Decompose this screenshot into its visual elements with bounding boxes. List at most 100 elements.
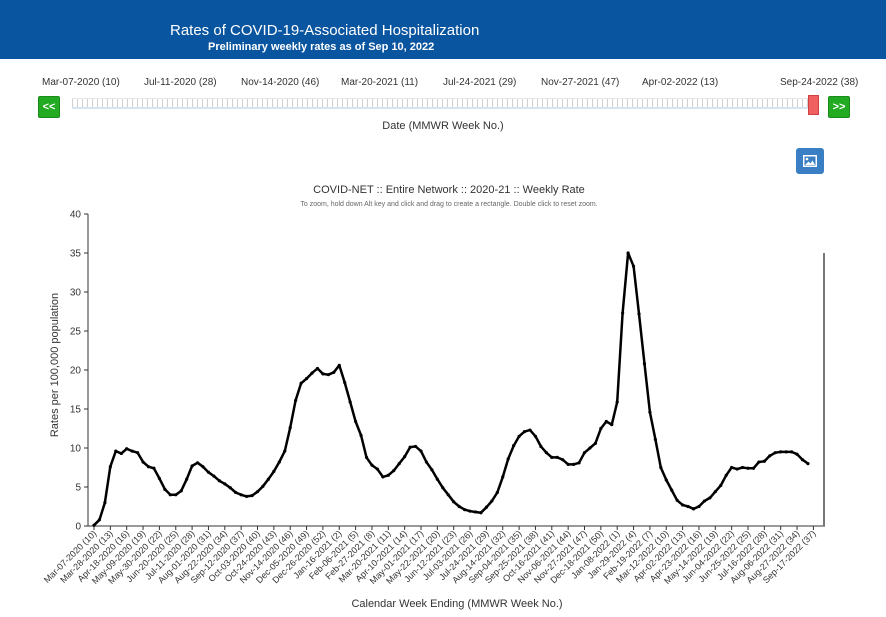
data-point[interactable] [533, 434, 538, 438]
data-point[interactable] [621, 311, 625, 315]
data-point[interactable] [195, 461, 200, 465]
data-point[interactable] [522, 430, 527, 434]
data-point[interactable] [800, 458, 805, 462]
data-point[interactable] [599, 426, 603, 431]
data-point[interactable] [114, 449, 118, 453]
slider-handle[interactable] [808, 95, 819, 115]
data-point[interactable] [604, 419, 608, 424]
data-point[interactable] [561, 458, 565, 462]
data-point[interactable] [724, 473, 728, 477]
data-point[interactable] [637, 312, 641, 316]
download-image-button[interactable] [796, 148, 824, 174]
data-point[interactable] [435, 477, 439, 481]
data-point[interactable] [332, 370, 336, 374]
data-point[interactable] [681, 503, 685, 507]
data-point[interactable] [790, 450, 794, 454]
data-point[interactable] [653, 437, 657, 442]
data-point[interactable] [708, 496, 712, 500]
data-point[interactable] [310, 371, 314, 375]
data-point[interactable] [506, 457, 510, 461]
data-point[interactable] [250, 493, 254, 498]
previous-button[interactable]: << [38, 96, 60, 118]
data-point[interactable] [539, 444, 543, 449]
data-point[interactable] [212, 474, 216, 478]
data-point[interactable] [528, 428, 532, 432]
data-point[interactable] [670, 488, 674, 492]
next-button[interactable]: >> [828, 96, 850, 118]
data-point[interactable] [223, 482, 227, 486]
data-point[interactable] [174, 493, 178, 497]
data-point[interactable] [457, 504, 461, 509]
data-point[interactable] [136, 451, 140, 455]
data-point[interactable] [642, 362, 647, 366]
data-point[interactable] [228, 486, 232, 490]
data-point[interactable] [217, 479, 221, 483]
data-point[interactable] [108, 465, 112, 469]
data-point[interactable] [146, 465, 151, 469]
data-point[interactable] [762, 459, 766, 463]
data-point[interactable] [299, 381, 303, 385]
data-point[interactable] [615, 400, 619, 404]
data-point[interactable] [517, 434, 521, 438]
data-point[interactable] [163, 487, 167, 491]
data-point[interactable] [190, 464, 194, 468]
data-point[interactable] [566, 462, 570, 466]
data-point[interactable] [375, 467, 379, 471]
data-point[interactable] [430, 468, 434, 472]
data-point[interactable] [719, 483, 723, 488]
data-point[interactable] [659, 465, 663, 470]
data-point[interactable] [255, 490, 260, 494]
data-point[interactable] [354, 419, 358, 424]
data-point[interactable] [730, 465, 734, 470]
data-point[interactable] [403, 454, 407, 459]
data-point[interactable] [408, 445, 412, 449]
data-point[interactable] [702, 499, 707, 503]
data-point[interactable] [234, 490, 238, 495]
data-point[interactable] [463, 508, 467, 512]
data-point[interactable] [397, 462, 401, 466]
data-point[interactable] [452, 500, 456, 504]
data-point[interactable] [179, 489, 183, 493]
data-point[interactable] [468, 509, 472, 513]
data-point[interactable] [751, 466, 756, 470]
data-point[interactable] [413, 444, 418, 449]
data-point[interactable] [125, 447, 129, 451]
data-point[interactable] [675, 498, 679, 502]
data-point[interactable] [130, 449, 134, 453]
data-point[interactable] [315, 366, 320, 371]
data-point[interactable] [495, 490, 499, 495]
data-point[interactable] [201, 465, 205, 469]
data-point[interactable] [610, 423, 614, 427]
data-point[interactable] [686, 504, 690, 509]
data-point[interactable] [337, 363, 341, 367]
data-point[interactable] [740, 465, 745, 470]
data-point[interactable] [691, 507, 696, 511]
data-point[interactable] [157, 476, 161, 481]
data-point[interactable] [746, 466, 750, 470]
data-point[interactable] [304, 376, 309, 381]
data-point[interactable] [370, 463, 374, 467]
data-point[interactable] [141, 460, 145, 464]
data-point[interactable] [631, 264, 636, 268]
data-point[interactable] [419, 449, 423, 453]
data-point[interactable] [266, 477, 270, 481]
data-point[interactable] [484, 505, 488, 509]
data-point[interactable] [555, 455, 559, 459]
data-point[interactable] [152, 466, 156, 470]
data-point[interactable] [294, 398, 298, 403]
data-point[interactable] [795, 452, 799, 456]
data-point[interactable] [288, 426, 292, 430]
data-point[interactable] [206, 470, 211, 474]
data-point[interactable] [735, 467, 739, 471]
data-point[interactable] [593, 441, 598, 445]
data-point[interactable] [103, 501, 107, 505]
data-point[interactable] [572, 462, 576, 466]
data-point[interactable] [713, 490, 717, 494]
data-point[interactable] [119, 451, 123, 456]
data-point[interactable] [245, 494, 249, 498]
data-point[interactable] [283, 449, 287, 453]
data-point[interactable] [343, 380, 347, 385]
data-point[interactable] [577, 461, 581, 465]
data-point[interactable] [664, 478, 668, 482]
data-point[interactable] [92, 523, 96, 527]
